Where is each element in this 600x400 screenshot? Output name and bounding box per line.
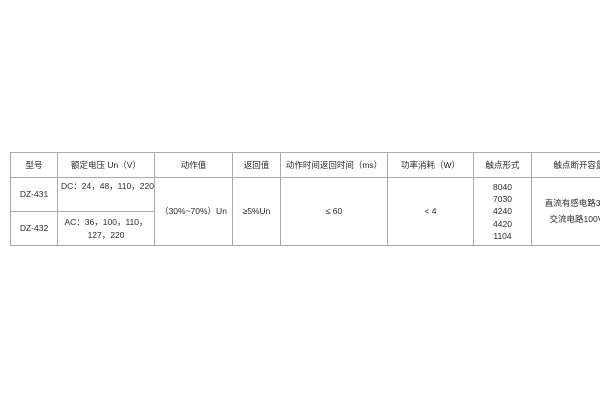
cell-rated-voltage-dz432: AC：36，100，110， 127，220	[57, 211, 155, 246]
cell-model-dz432: DZ-432	[10, 211, 58, 246]
cell-contact-form: 8040 7030 4240 4420 1104	[473, 177, 532, 246]
table-row: DZ-432 AC：36，100，110， 127，220	[10, 211, 600, 246]
breaking-capacity-dc: 直流有感电路30W	[544, 197, 600, 208]
column-header-power-consumption: 功率消耗（W）	[387, 152, 474, 178]
column-header-contact-form: 触点形式	[473, 152, 532, 178]
column-header-breaking-capacity: 触点断开容量	[531, 152, 600, 178]
specification-table: 型号 额定电压 Un（V） 动作值 返回值 动作时间返回时间（ms） 功率消耗（…	[10, 152, 600, 246]
cell-dropout-value: ≥5%Un	[232, 177, 281, 246]
breaking-capacity-ac: 交流电路100VA	[549, 213, 600, 224]
cell-power-consumption: < 4	[387, 177, 474, 246]
contact-form-value: 1104	[493, 230, 512, 241]
rated-voltage-text-dz431: DC：24，48，110，220	[61, 181, 154, 191]
cell-model-dz431: DZ-431	[10, 177, 58, 212]
contact-form-value: 7030	[493, 194, 512, 205]
column-header-pickup-value: 动作值	[154, 152, 233, 178]
table-body: DZ-431 DC：24，48，110，220 （30%~70%）Un ≥5%U…	[10, 177, 600, 246]
cell-operate-return-time: ≤ 60	[280, 177, 388, 246]
cell-pickup-value: （30%~70%）Un	[154, 177, 233, 246]
contact-form-value: 8040	[493, 182, 512, 193]
table-header: 型号 额定电压 Un（V） 动作值 返回值 动作时间返回时间（ms） 功率消耗（…	[10, 152, 600, 178]
rated-voltage-text-dz432-line2: 127，220	[87, 229, 125, 240]
contact-form-value: 4240	[493, 206, 512, 217]
cell-breaking-capacity: 直流有感电路30W 交流电路100VA	[531, 177, 600, 246]
table-row: DZ-431 DC：24，48，110，220 （30%~70%）Un ≥5%U…	[10, 177, 600, 246]
rated-voltage-text-dz432-line1: AC：36，100，110，	[64, 217, 148, 228]
contact-form-value: 4420	[493, 218, 512, 229]
column-header-dropout-value: 返回值	[232, 152, 281, 178]
column-header-operate-return-time: 动作时间返回时间（ms）	[280, 152, 388, 178]
column-header-model: 型号	[10, 152, 58, 178]
column-header-rated-voltage: 额定电压 Un（V）	[57, 152, 155, 178]
cell-rated-voltage-dz431: DC：24，48，110，220	[57, 177, 155, 212]
table-header-row: 型号 额定电压 Un（V） 动作值 返回值 动作时间返回时间（ms） 功率消耗（…	[10, 152, 600, 178]
specification-table-container: 型号 额定电压 Un（V） 动作值 返回值 动作时间返回时间（ms） 功率消耗（…	[10, 152, 600, 246]
